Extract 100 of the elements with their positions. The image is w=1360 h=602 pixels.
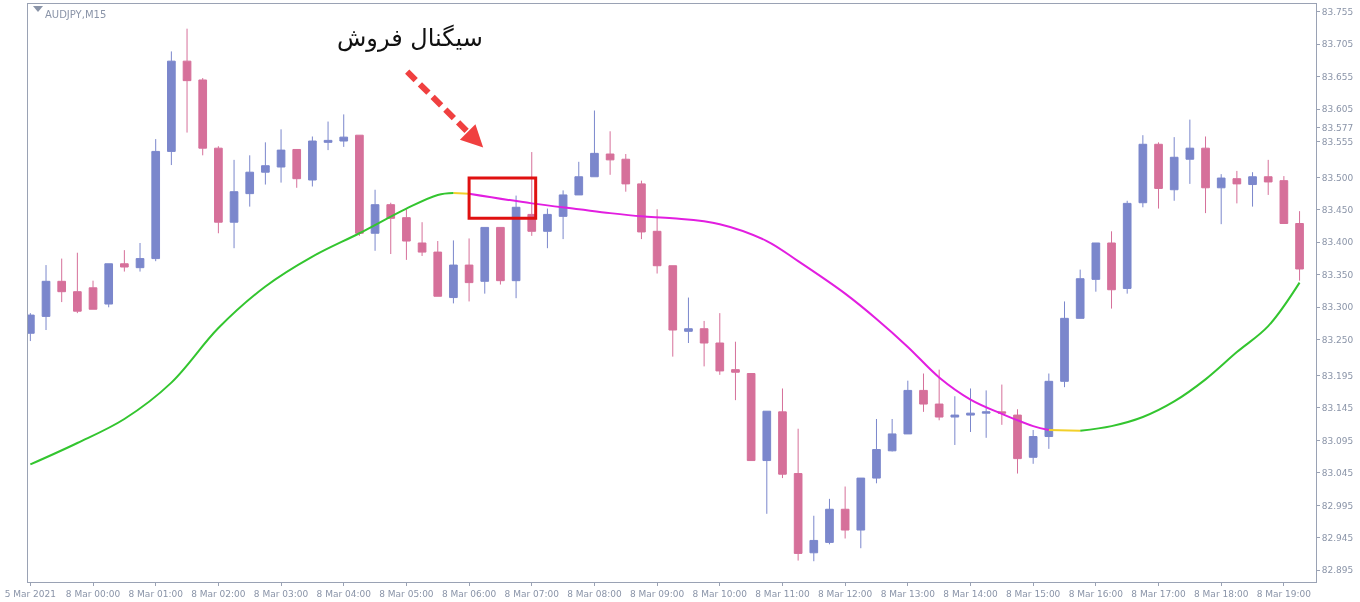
- candlestick: [1091, 242, 1101, 293]
- candlestick: [778, 387, 787, 479]
- y-tick-label: 83.605: [1321, 104, 1354, 115]
- x-tick-label: 8 Mar 11:00: [755, 588, 810, 599]
- candlestick: [464, 237, 474, 302]
- candlestick: [355, 134, 364, 237]
- line-series: [29, 191, 455, 466]
- x-tick-label: 8 Mar 13:00: [880, 588, 936, 599]
- x-tick-label: 8 Mar 00:00: [65, 588, 121, 599]
- x-tick-label: 8 Mar 19:00: [1256, 588, 1312, 599]
- candlestick: [433, 240, 443, 297]
- candlestick: [245, 154, 255, 208]
- y-tick-label: 83.195: [1321, 370, 1354, 381]
- candlestick: [1201, 135, 1210, 214]
- candlestick: [997, 384, 1007, 426]
- x-tick-label: 8 Mar 05:00: [379, 588, 434, 599]
- candlestick: [402, 208, 411, 261]
- candlestick: [229, 159, 239, 249]
- candlestick: [386, 202, 396, 255]
- candlestick: [684, 297, 693, 344]
- candlestick: [558, 189, 568, 240]
- y-tick-label: 83.250: [1321, 334, 1354, 345]
- y-tick-label: 82.995: [1321, 500, 1354, 511]
- candlestick: [261, 141, 270, 186]
- candlestick: [1013, 408, 1022, 475]
- candlestick: [934, 369, 944, 421]
- candlestick: [1169, 136, 1179, 202]
- candlestick: [1075, 269, 1085, 319]
- candlestick: [41, 264, 51, 331]
- candlestick: [214, 145, 223, 234]
- candlestick: [1232, 170, 1242, 204]
- x-tick-label: 8 Mar 09:00: [629, 588, 685, 599]
- candlestick: [167, 50, 176, 166]
- line-series: [468, 192, 1050, 432]
- text: AUDJPY,M15: [45, 9, 107, 20]
- candlestick: [731, 341, 740, 401]
- candlestick: [1279, 175, 1289, 225]
- candlestick: [746, 373, 756, 462]
- candlestick: [668, 265, 678, 358]
- y-tick-label: 83.755: [1321, 6, 1354, 17]
- x-tick-label: 8 Mar 03:00: [253, 588, 309, 599]
- candlestick: [652, 208, 662, 275]
- candlestick: [57, 258, 67, 303]
- annotation: سیگنال فروش: [337, 24, 483, 52]
- candlestick: [276, 128, 286, 184]
- x-tick-label: 8 Mar 06:00: [441, 588, 497, 599]
- candlestick: [1185, 119, 1195, 185]
- candlestick: [793, 428, 803, 562]
- candlestick: [1122, 200, 1132, 295]
- y-tick-label: 83.095: [1321, 435, 1354, 446]
- y-tick-label: 83.500: [1321, 172, 1354, 183]
- candlestick: [449, 239, 458, 304]
- candlestick: [543, 208, 552, 249]
- candlestick: [88, 280, 98, 310]
- x-tick-label: 8 Mar 14:00: [943, 588, 998, 599]
- candlestick: [1138, 134, 1148, 208]
- candlestick: [1028, 429, 1038, 465]
- candlestick: [903, 380, 913, 435]
- candlestick: [1154, 141, 1163, 210]
- candlestick: [1263, 159, 1273, 196]
- candlestick: [1044, 373, 1054, 450]
- candlestick: [151, 138, 161, 262]
- candlestick: [104, 263, 114, 308]
- candlestick: [1107, 230, 1116, 310]
- y-tick-label: 82.945: [1321, 532, 1354, 543]
- x-tick-label: 8 Mar 02:00: [191, 588, 246, 599]
- candlestick: [887, 418, 897, 452]
- candlestick: [919, 373, 928, 413]
- candlestick: [135, 242, 145, 273]
- x-tick-label: 8 Mar 01:00: [128, 588, 184, 599]
- candlestick: [1216, 173, 1226, 225]
- x-tick-label: 5 Mar 2021: [4, 588, 57, 599]
- y-tick-label: 83.555: [1321, 136, 1354, 147]
- x-tick-label: 8 Mar 08:00: [567, 588, 622, 599]
- candlestick: [699, 320, 709, 367]
- candlestick: [417, 221, 427, 257]
- candlestick: [715, 312, 725, 376]
- candlestick: [120, 249, 129, 273]
- y-tick-label: 83.045: [1321, 468, 1354, 479]
- candlestick: [182, 28, 192, 134]
- candlestick: [637, 180, 646, 240]
- candlestick: [1060, 300, 1069, 388]
- y-tick-label: 83.705: [1321, 39, 1354, 50]
- y-tick-label: 83.145: [1321, 403, 1354, 414]
- x-tick-label: 8 Mar 07:00: [504, 588, 560, 599]
- candlestick: [825, 498, 834, 545]
- candlestick: [308, 135, 317, 187]
- candlestick: [621, 153, 631, 193]
- candlestick: [370, 189, 380, 252]
- candlestick: [292, 148, 302, 189]
- candlestick: [966, 387, 975, 433]
- candlestick: [339, 113, 349, 148]
- x-tick-label: 8 Mar 12:00: [817, 588, 873, 599]
- candlestick: [605, 130, 615, 176]
- candlestick: [872, 418, 881, 484]
- x-tick-label: 8 Mar 04:00: [316, 588, 372, 599]
- y-tick-label: 83.400: [1321, 237, 1354, 248]
- candlestick: [480, 226, 490, 295]
- candlestick: [73, 252, 82, 314]
- y-tick-label: 83.350: [1321, 269, 1354, 280]
